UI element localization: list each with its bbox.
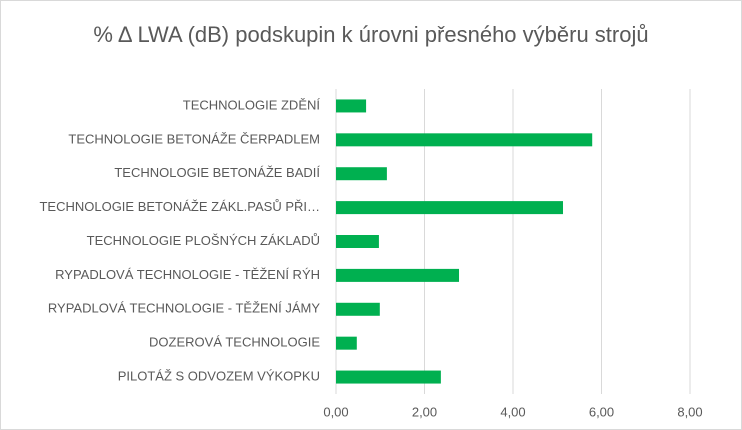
bar [336, 336, 357, 350]
bar [336, 133, 593, 147]
x-tick-label: 2,00 [412, 404, 437, 419]
x-tick-label: 6,00 [589, 404, 614, 419]
bar [336, 201, 564, 215]
bar [336, 167, 387, 181]
bar [336, 235, 379, 248]
x-tick-label: 8,00 [677, 404, 702, 419]
x-tick-label: 4,00 [500, 404, 525, 419]
y-tick-label: TECHNOLOGIE ZDĚNÍ [183, 97, 321, 112]
x-tick-label: 0,00 [323, 404, 348, 419]
bar [336, 302, 380, 316]
y-tick-label: RYPADLOVÁ TECHNOLOGIE - TĚŽENÍ JÁMY [48, 301, 320, 316]
y-tick-label: TECHNOLOGIE BETONÁŽE ČERPADLEM [68, 131, 320, 146]
y-tick-label: TECHNOLOGIE BETONÁŽE ZÁKL.PASŮ PŘI… [39, 199, 320, 214]
y-tick-label: TECHNOLOGIE BETONÁŽE BADIÍ [114, 165, 320, 180]
bar [336, 99, 367, 113]
bar [336, 370, 441, 384]
y-tick-label: PILOTÁŽ S ODVOZEM VÝKOPKU [118, 368, 320, 383]
chart-title: % Δ LWA (dB) podskupin k úrovni přesného… [93, 22, 649, 47]
y-tick-label: TECHNOLOGIE PLOŠNÝCH ZÁKLADŮ [87, 233, 320, 248]
y-tick-label: DOZEROVÁ TECHNOLOGIE [149, 335, 320, 350]
y-tick-label: RYPADLOVÁ TECHNOLOGIE - TĚŽENÍ RÝH [55, 267, 320, 282]
bar [336, 268, 460, 282]
